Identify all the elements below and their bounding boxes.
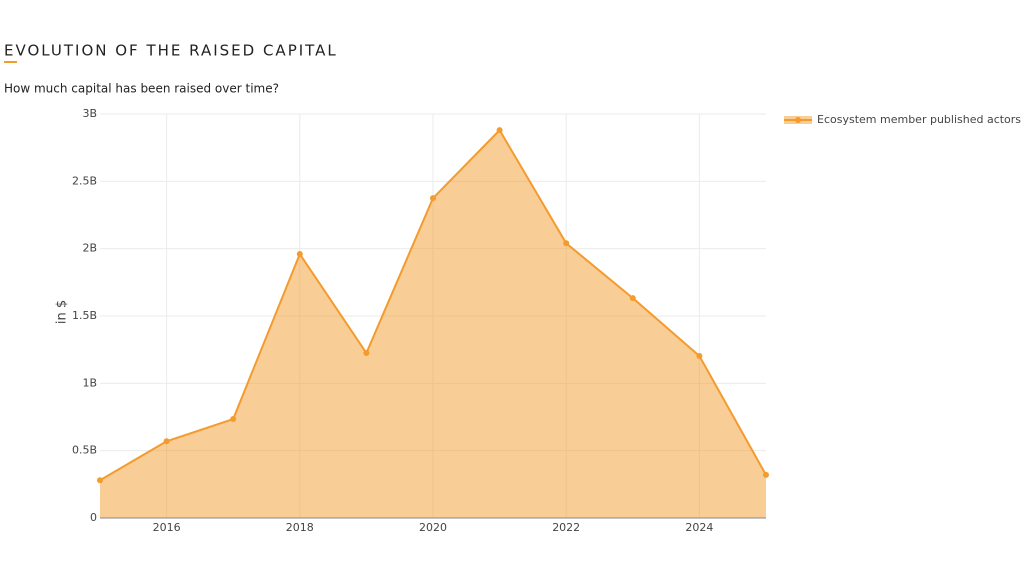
legend-point [795,117,801,123]
legend-label: Ecosystem member published actors [817,113,1021,126]
point [629,295,636,302]
point [230,416,237,423]
y-tick-label: 0 [90,511,97,524]
point [496,127,503,134]
area-fill [100,130,766,518]
x-tick-label: 2024 [685,521,713,534]
point [163,438,170,445]
y-tick-label: 1B [82,376,97,389]
chart-title: EVOLUTION OF THE RAISED CAPITAL [4,42,338,60]
title-underline [4,61,17,63]
point [763,471,769,478]
y-tick-label: 1.5B [72,309,97,322]
y-tick-label: 0.5B [72,444,97,457]
y-tick-label: 2.5B [72,174,97,187]
point [696,352,703,359]
point [430,195,436,202]
y-axis-label: in $ [55,300,70,324]
x-tick-label: 2020 [419,521,447,534]
x-tick-label: 2018 [286,521,314,534]
point [563,240,570,247]
chart-subtitle: How much capital has been raised over ti… [4,82,279,96]
x-tick-label: 2022 [552,521,580,534]
x-tick-label: 2016 [153,521,181,534]
y-tick-label: 2B [82,242,97,255]
y-tick-label: 3B [82,107,97,120]
point [363,350,370,357]
point [97,477,103,484]
point [296,251,303,258]
